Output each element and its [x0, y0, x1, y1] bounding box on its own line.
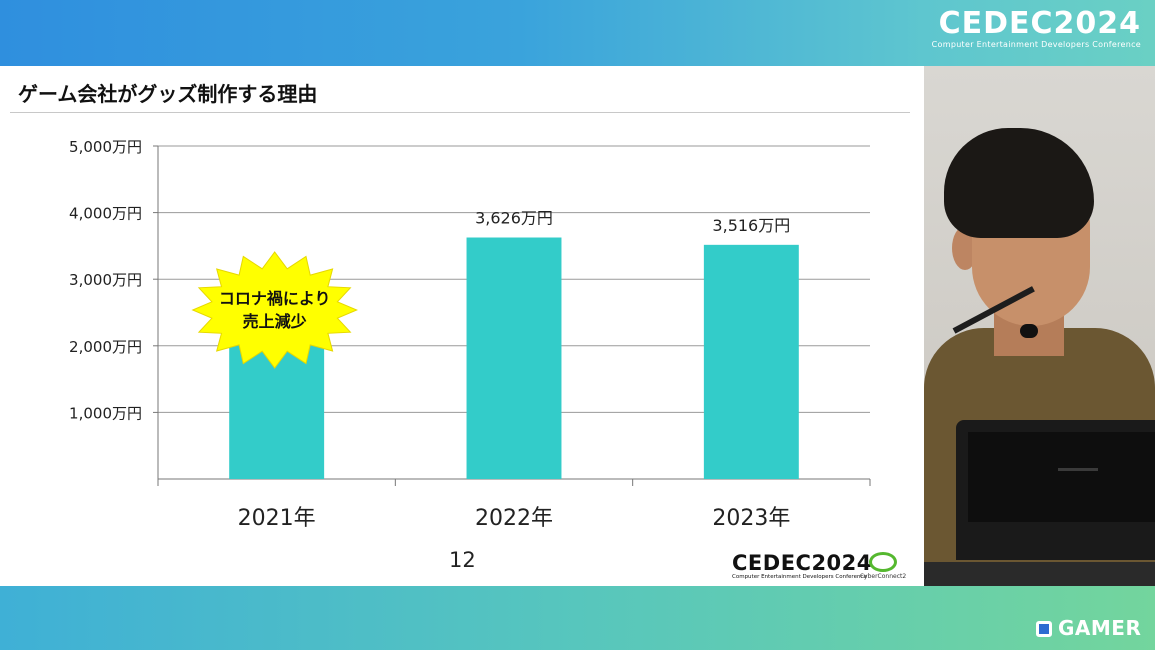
partner-logo-mark [869, 552, 897, 572]
y-tick-label: 1,000万円 [69, 404, 142, 422]
slide-title: ゲーム会社がグッズ制作する理由 [18, 82, 318, 106]
gamer-watermark: GAMER [1036, 616, 1141, 640]
starburst-annotation-shape [191, 251, 358, 369]
desk [924, 562, 1155, 586]
bar-chart: 1,000万円2,000万円3,000万円4,000万円5,000万円2,099… [69, 138, 871, 531]
annotation-text: コロナ禍により [219, 289, 331, 308]
gamer-logo-icon [1036, 621, 1052, 637]
partner-logo: CyberConnect2 [858, 552, 908, 586]
cedec-event-logo: CEDEC2024 Computer Entertainment Develop… [932, 8, 1141, 50]
slide-footer-logo: CEDEC2024 Computer Entertainment Develop… [732, 552, 872, 581]
x-tick-label: 2023年 [712, 506, 790, 531]
footer-logo-subtitle: Computer Entertainment Developers Confer… [732, 574, 867, 580]
page-number: 12 [449, 548, 476, 572]
stage-monitor-screen [968, 432, 1155, 522]
y-tick-label: 2,000万円 [69, 338, 142, 356]
partner-logo-label: CyberConnect2 [859, 573, 907, 580]
x-tick-label: 2022年 [475, 506, 553, 531]
x-tick-label: 2021年 [238, 506, 316, 531]
bar-value-label: 3,626万円 [475, 209, 553, 228]
cedec-logo-subtitle: Computer Entertainment Developers Confer… [931, 40, 1141, 49]
stage-monitor-brand [1058, 468, 1098, 471]
cedec-logo-word: CEDEC2024 [938, 6, 1141, 41]
bottom-banner [0, 586, 1155, 650]
speaker-video-feed [924, 66, 1155, 586]
bar-value-label: 3,516万円 [712, 216, 790, 235]
speaker-hair [944, 128, 1094, 238]
y-tick-label: 5,000万円 [69, 138, 142, 156]
top-banner [0, 0, 1155, 66]
footer-logo-word: CEDEC2024 [732, 551, 872, 575]
presentation-slide: ゲーム会社がグッズ制作する理由 1,000万円 2,000万円 3,000万円 4,0… [0, 66, 924, 586]
microphone-icon [1020, 324, 1038, 338]
y-tick-label: 3,000万円 [69, 271, 142, 289]
bar [466, 237, 562, 479]
title-divider [10, 112, 910, 113]
y-tick-label: 4,000万円 [69, 205, 142, 223]
annotation-text: 売上減少 [243, 312, 307, 331]
gamer-watermark-text: GAMER [1058, 616, 1142, 640]
bar [703, 244, 799, 479]
